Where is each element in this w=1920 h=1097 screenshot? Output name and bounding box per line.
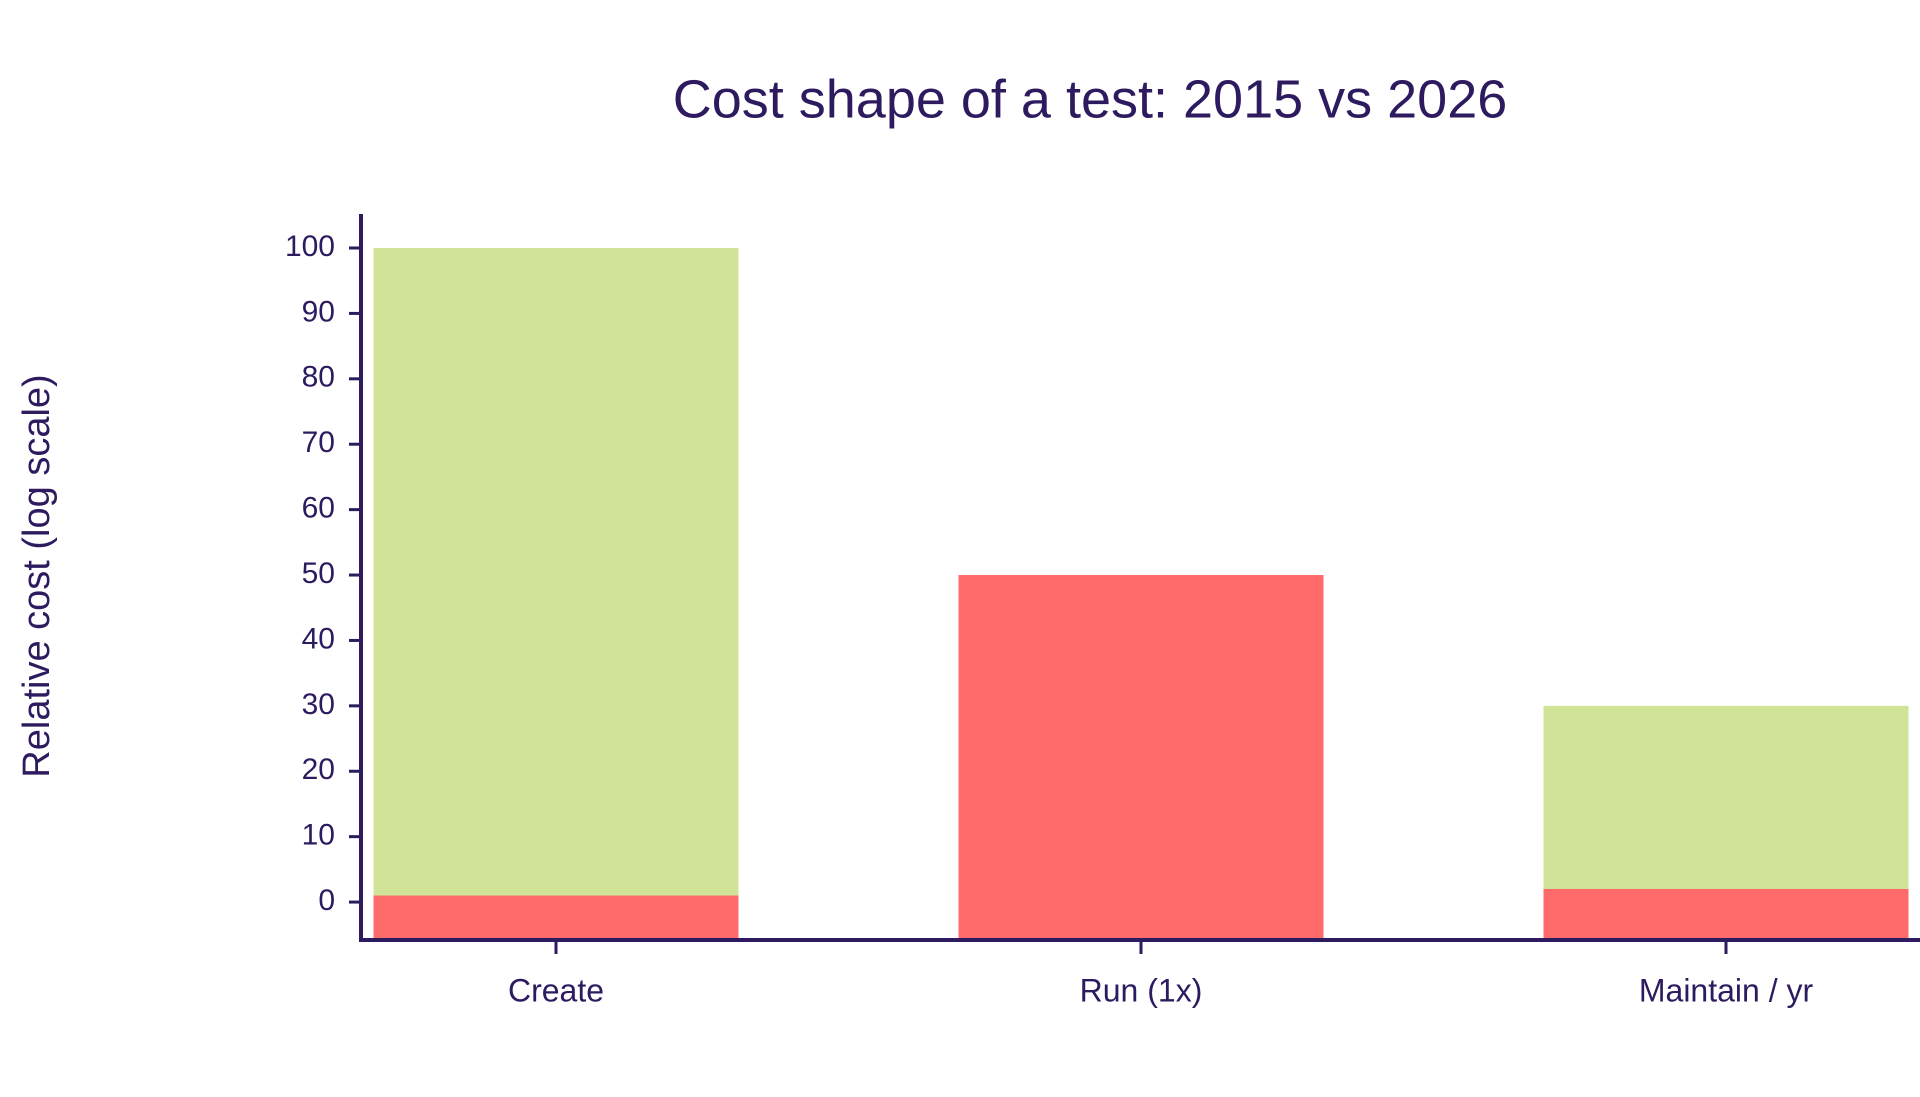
bar xyxy=(373,895,739,940)
y-axis-label: Relative cost (log scale) xyxy=(16,374,58,777)
y-tick-label: 10 xyxy=(302,819,335,852)
y-tick-label: 20 xyxy=(302,753,335,786)
chart-title: Cost shape of a test: 2015 vs 2026 xyxy=(673,69,1508,129)
y-tick-label: 0 xyxy=(318,884,335,917)
y-tick-label: 50 xyxy=(302,557,335,590)
bar xyxy=(373,248,739,940)
y-tick-label: 100 xyxy=(285,230,335,263)
bar xyxy=(1543,888,1909,940)
y-tick-label: 70 xyxy=(302,426,335,459)
y-tick-label: 80 xyxy=(302,361,335,394)
y-tick-label: 90 xyxy=(302,295,335,328)
y-tick-label: 30 xyxy=(302,688,335,721)
x-tick-label: Maintain / yr xyxy=(1639,972,1814,1008)
x-tick-label: Run (1x) xyxy=(1080,972,1203,1008)
y-tick-label: 60 xyxy=(302,492,335,525)
bar xyxy=(958,575,1324,940)
y-tick-label: 40 xyxy=(302,622,335,655)
x-tick-label: Create xyxy=(508,972,604,1008)
